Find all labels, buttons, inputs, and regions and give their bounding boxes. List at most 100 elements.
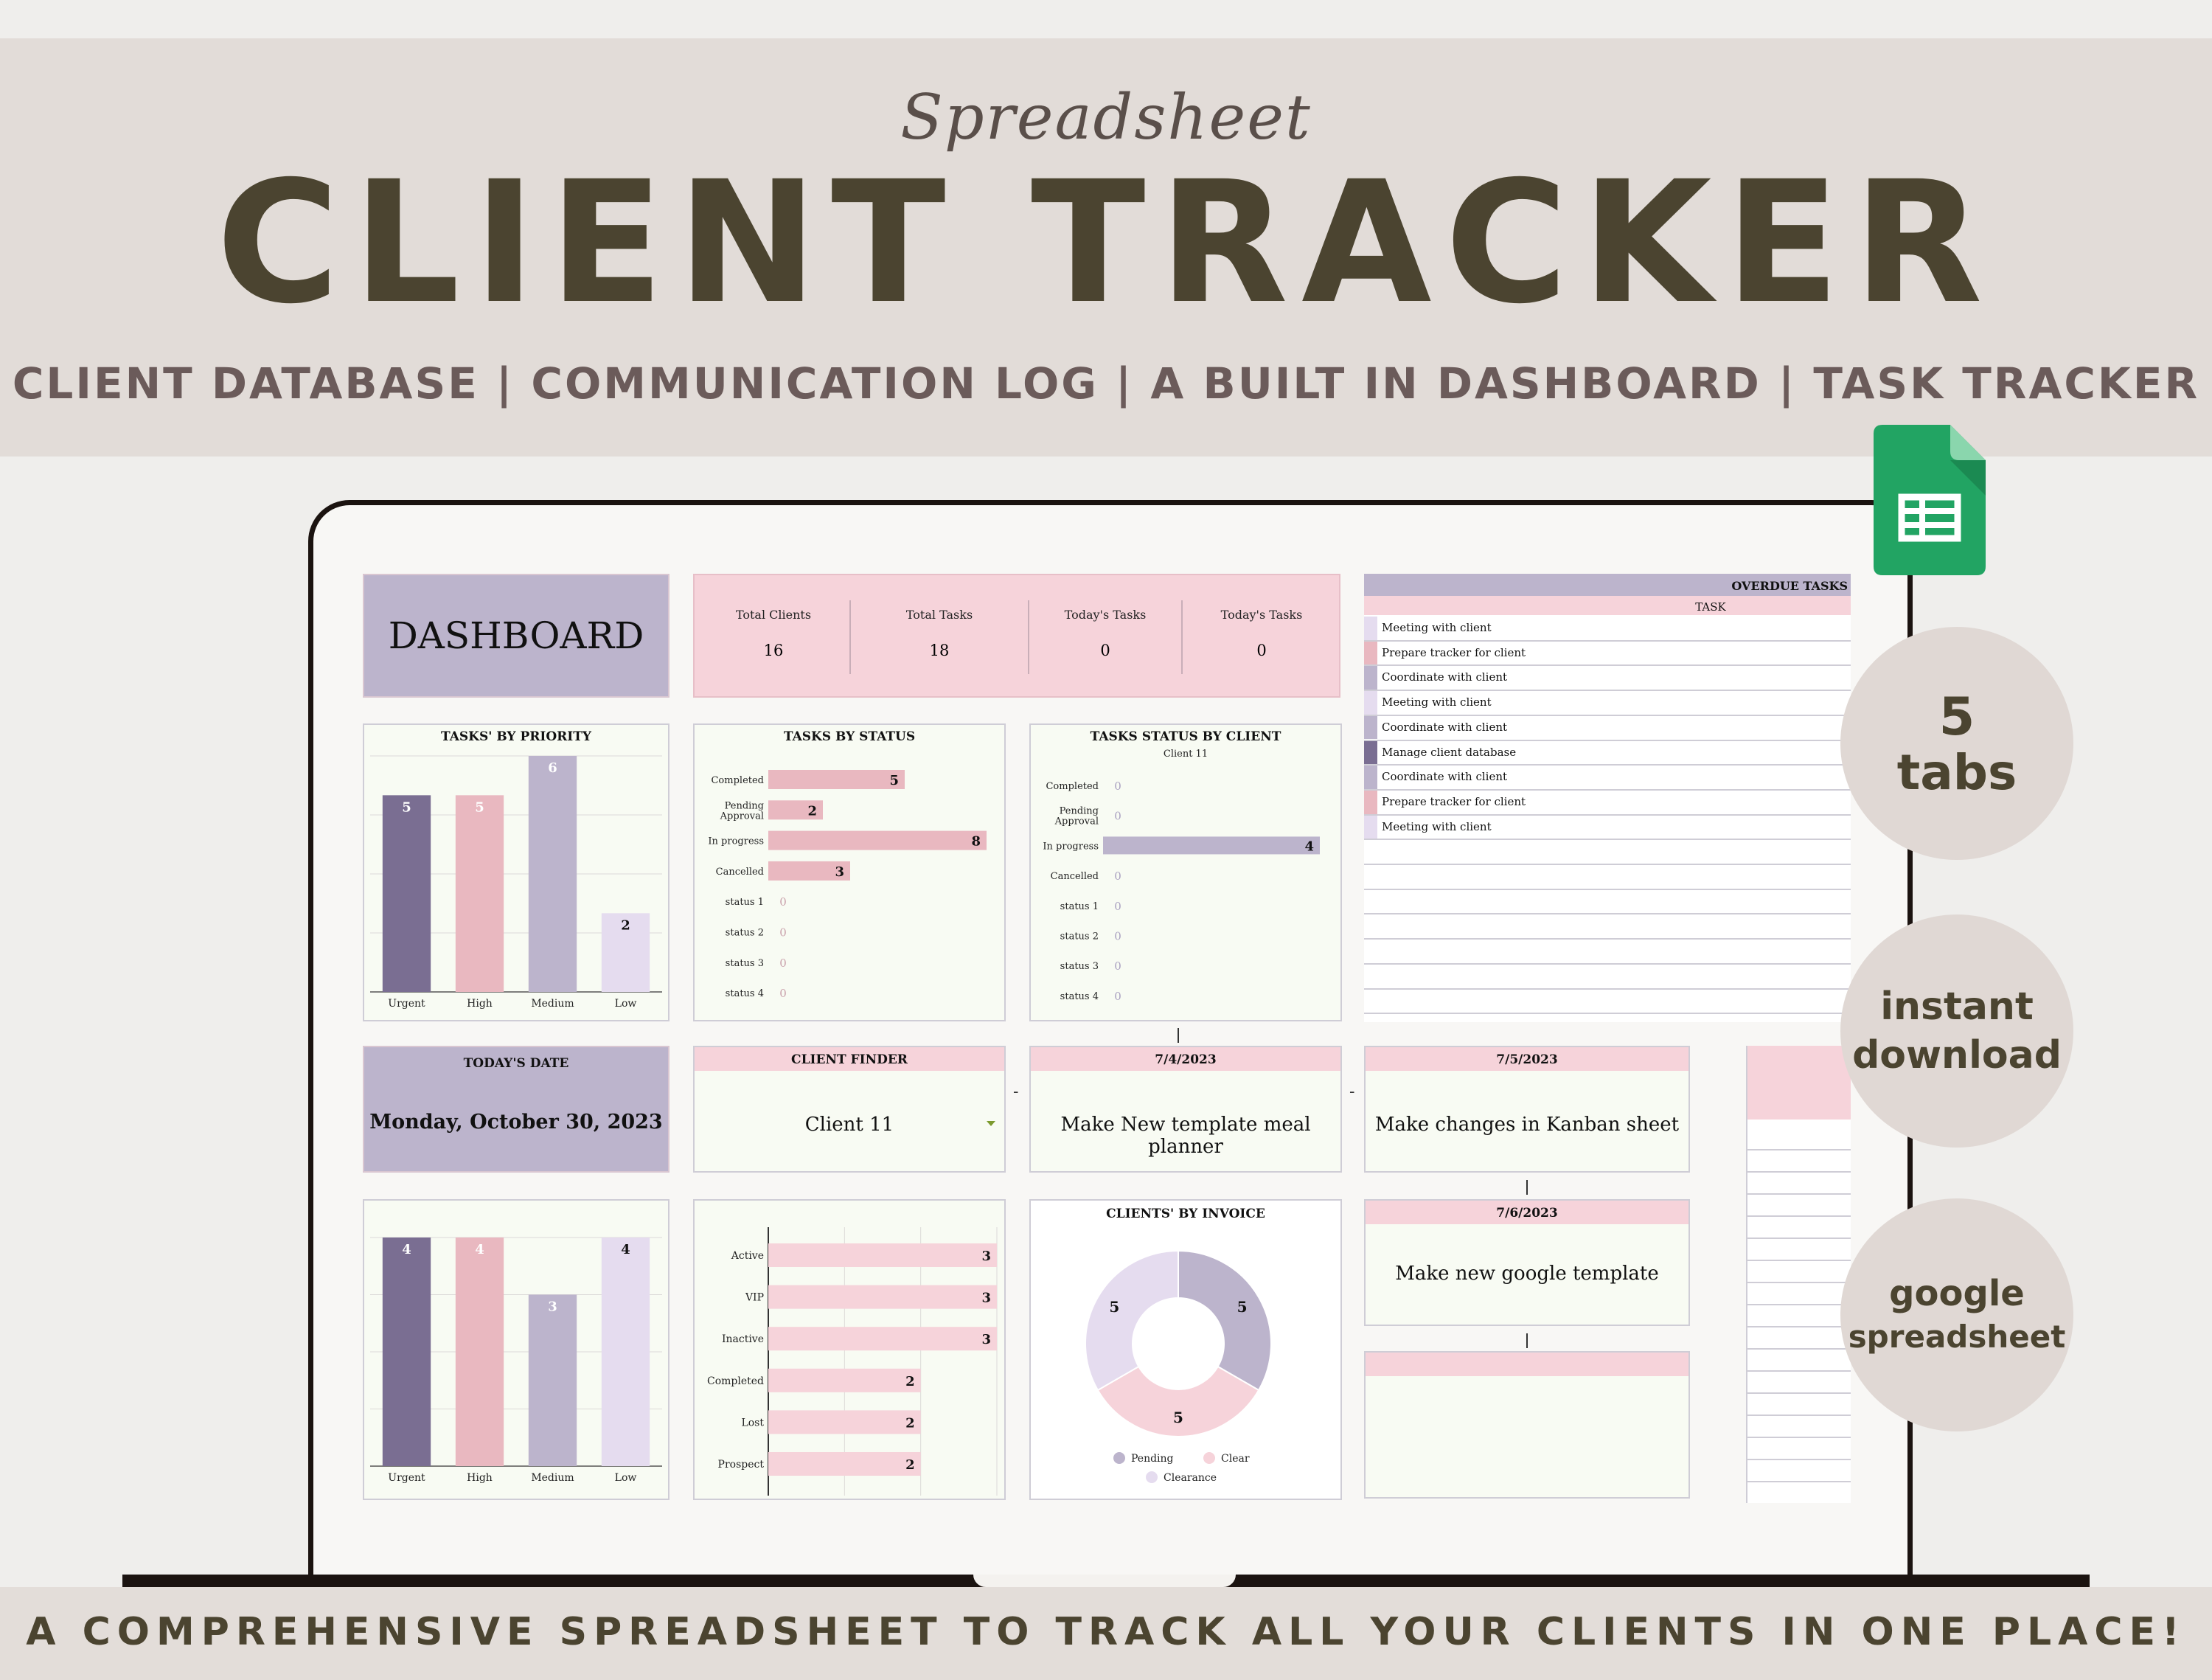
- zero-value-label: 0: [1114, 900, 1121, 913]
- bar: [768, 1368, 921, 1392]
- bar-value-label: 2: [905, 1415, 915, 1431]
- feature-subtitle: CLIENT DATABASE | COMMUNICATION LOG | A …: [12, 358, 2200, 409]
- bar-value-label: 6: [548, 760, 557, 776]
- pie-slice-clearance: [1085, 1249, 1179, 1392]
- priority-bars-chart: 4 Urgent 4 High 3 Medium 4 Low: [370, 1237, 662, 1484]
- tasks-status-by-client-panel: TASKS STATUS BY CLIENT Client 11 Complet…: [1029, 723, 1342, 1021]
- partial-card-column: [1746, 1046, 1851, 1503]
- stat-label-total-clients: Total Clients: [735, 608, 812, 622]
- bar-value-label: 3: [981, 1249, 991, 1264]
- partial-card-header: [1747, 1046, 1851, 1120]
- pie-slice-clear: [1096, 1365, 1260, 1437]
- task-card-text: Make changes in Kanban sheet: [1374, 1114, 1680, 1136]
- separator-dash: -: [1013, 1083, 1019, 1101]
- overdue-task-text[interactable]: Manage client database: [1382, 745, 1517, 759]
- client-finder-panel: CLIENT FINDER Client 11: [693, 1046, 1006, 1173]
- priority-color-swatch: [1364, 617, 1377, 640]
- x-tick-label: Urgent: [388, 998, 425, 1010]
- partial-row-divider: [1747, 1326, 1851, 1327]
- bar: [768, 1452, 921, 1476]
- zero-value-label: 0: [1114, 930, 1121, 943]
- legend-swatch: [1203, 1452, 1215, 1464]
- zero-value-label: 0: [1114, 990, 1121, 1003]
- partial-row-divider: [1747, 1304, 1851, 1305]
- x-tick-label: High: [467, 1472, 493, 1484]
- overdue-column-label: TASK: [1695, 600, 1726, 614]
- dropdown-arrow-icon[interactable]: [987, 1121, 995, 1126]
- overdue-task-text[interactable]: Coordinate with client: [1382, 720, 1508, 734]
- footer-tagline: A COMPREHENSIVE SPREADSHEET TO TRACK ALL…: [26, 1610, 2186, 1654]
- badge-download-line2: download: [1852, 1033, 2062, 1077]
- dashboard-sheet: DASHBOARD Total Clients 16 Total Tasks 1…: [361, 574, 1851, 1503]
- priority-color-swatch: [1364, 815, 1377, 839]
- priority-color-swatch: [1364, 691, 1377, 715]
- table-row-divider: [1364, 888, 1851, 890]
- table-row-divider: [1364, 739, 1851, 741]
- pie-value-label: 5: [1109, 1298, 1119, 1316]
- table-row-divider: [1364, 938, 1851, 940]
- task-card-header: [1366, 1353, 1688, 1376]
- priority-color-swatch: [1364, 666, 1377, 690]
- y-tick-label: Pending: [1060, 806, 1099, 817]
- y-tick-label: status 3: [1060, 961, 1099, 972]
- overdue-column-header: [1364, 596, 1851, 615]
- client-finder-select[interactable]: Client 11: [702, 1084, 997, 1165]
- y-tick-label: Completed: [711, 775, 764, 786]
- overdue-task-text[interactable]: Meeting with client: [1382, 819, 1492, 833]
- task-card[interactable]: 7/5/2023 Make changes in Kanban sheet: [1364, 1046, 1690, 1173]
- overdue-task-text[interactable]: Coordinate with client: [1382, 770, 1508, 784]
- chart-title: CLIENTS' BY INVOICE: [1106, 1207, 1265, 1221]
- client-finder-header: [695, 1047, 1004, 1071]
- bar: [768, 1285, 997, 1309]
- overdue-title: OVERDUE TASKS: [1731, 579, 1848, 593]
- task-card[interactable]: 7/6/2023 Make new google template: [1364, 1199, 1690, 1326]
- task-card[interactable]: 7/4/2023 Make New template meal planner: [1029, 1046, 1342, 1173]
- bar: [768, 861, 850, 881]
- task-card-header: [1031, 1047, 1340, 1071]
- priority-color-swatch: [1364, 790, 1377, 814]
- badge-tabs-line1: 5: [1938, 687, 1975, 747]
- y-tick-label: Cancelled: [716, 867, 764, 878]
- partial-row-divider: [1747, 1392, 1851, 1394]
- partial-row-divider: [1747, 1193, 1851, 1195]
- zero-value-label: 0: [1114, 780, 1121, 793]
- bar-medium: [528, 756, 577, 992]
- table-row-divider: [1364, 764, 1851, 766]
- bar-urgent: [382, 1238, 431, 1466]
- bar-value-label: 2: [807, 803, 817, 819]
- partial-row-divider: [1747, 1171, 1851, 1173]
- overdue-task-text[interactable]: Coordinate with client: [1382, 670, 1508, 684]
- overdue-task-text[interactable]: Meeting with client: [1382, 695, 1492, 709]
- stat-label-todays-tasks: Today's Tasks: [1064, 608, 1147, 622]
- x-tick-label: Low: [615, 1472, 637, 1484]
- y-tick-label: status 4: [1060, 991, 1099, 1002]
- tasks-by-status-panel: TASKS BY STATUS Completed 5 Pending Approva…: [693, 723, 1006, 1021]
- connector-line: [1526, 1333, 1528, 1348]
- bar-value-label: 4: [475, 1242, 484, 1257]
- overdue-task-text[interactable]: Prepare tracker for client: [1382, 794, 1526, 808]
- partial-row-divider: [1747, 1437, 1851, 1438]
- table-row-divider: [1364, 1013, 1851, 1015]
- table-row-divider: [1364, 813, 1851, 816]
- legend-swatch: [1113, 1452, 1125, 1464]
- bar: [768, 1243, 997, 1267]
- todays-date-box: TODAY'S DATE Monday, October 30, 2023: [363, 1046, 669, 1173]
- badge-download-line1: instant: [1880, 985, 2034, 1029]
- bar-value-label: 3: [981, 1291, 991, 1306]
- overdue-tasks-panel: OVERDUE TASKS TASK Meeting with client Pr…: [1364, 574, 1851, 1022]
- y-tick-label: status 1: [1060, 901, 1099, 912]
- bar: [1103, 836, 1320, 855]
- chart-title: TASKS STATUS BY CLIENT: [1090, 729, 1281, 744]
- overdue-header: [1364, 574, 1851, 596]
- y-tick-label: Active: [731, 1250, 764, 1262]
- overdue-task-text[interactable]: Prepare tracker for client: [1382, 645, 1526, 659]
- client-finder-label: CLIENT FINDER: [791, 1052, 908, 1067]
- dashboard-title-box: DASHBOARD: [363, 574, 669, 698]
- task-card-empty[interactable]: [1364, 1351, 1690, 1499]
- y-tick-label: Pending: [725, 800, 764, 811]
- x-tick-label: High: [467, 998, 493, 1010]
- footer-banner: [0, 1587, 2212, 1680]
- overdue-task-text[interactable]: Meeting with client: [1382, 621, 1492, 634]
- bar: [768, 1410, 921, 1434]
